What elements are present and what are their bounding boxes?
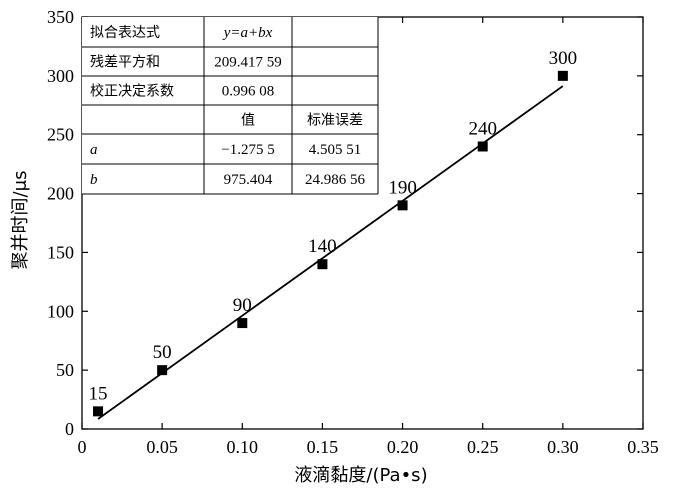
y-tick-label: 350 [47, 7, 74, 27]
fit-table-cell: 975.404 [224, 172, 273, 188]
data-label: 15 [89, 383, 108, 404]
x-tick-label: 0.10 [227, 437, 259, 457]
data-label: 190 [388, 177, 417, 198]
fit-table-cell: 拟合表达式 [90, 25, 160, 41]
data-label: 140 [308, 236, 337, 257]
y-tick-label: 0 [65, 419, 74, 439]
data-points [93, 70, 568, 417]
fit-table-cell: y=a+bx [222, 25, 273, 41]
x-tick-label: 0.35 [627, 437, 659, 457]
data-point [397, 200, 408, 211]
data-labels: 15 50 90 140 190 240 300 [89, 48, 578, 404]
fit-table-cell: 209.417 59 [214, 55, 282, 71]
x-tick-label: 0 [78, 437, 87, 457]
tick-labels: 0 0.05 0.10 0.15 0.20 0.25 0.30 0.35 0 50 100 150 20… [47, 7, 659, 457]
data-point [477, 141, 488, 152]
x-tick-label: 0.15 [307, 437, 339, 457]
data-point [93, 406, 104, 417]
fit-table-cell: 0.996 08 [222, 84, 275, 100]
data-label: 90 [233, 295, 252, 316]
y-tick-label: 200 [47, 184, 74, 204]
x-tick-label: 0.20 [387, 437, 419, 457]
y-tick-label: 250 [47, 125, 74, 145]
x-tick-label: 0.30 [547, 437, 579, 457]
data-point [317, 259, 328, 270]
y-axis-title: 聚并时间/μs [10, 171, 31, 270]
fit-table-cell: −1.275 5 [221, 142, 274, 158]
y-tick-label: 150 [47, 242, 74, 262]
data-label: 300 [549, 48, 578, 69]
y-tick-label: 100 [47, 301, 74, 321]
data-label: 50 [153, 342, 172, 363]
y-tick-label: 300 [47, 66, 74, 86]
fit-table-cell: 24.986 56 [305, 172, 366, 188]
data-label: 240 [468, 118, 497, 139]
fit-table: 拟合表达式 y=a+bx 残差平方和 209.417 59 校正决定系数 0.996 08… [82, 17, 379, 195]
x-tick-label: 0.25 [467, 437, 499, 457]
x-axis-title: 液滴黏度/(Pa•s) [294, 465, 427, 486]
fit-table-cell: 残差平方和 [90, 55, 160, 71]
fit-table-cell: 标准误差 [307, 113, 363, 129]
y-tick-label: 50 [56, 360, 74, 380]
fit-table-cell: a [90, 142, 98, 158]
x-tick-label: 0.05 [146, 437, 178, 457]
fit-table-cell: 4.505 51 [309, 142, 362, 158]
fit-table-cell: 值 [241, 113, 255, 129]
fit-table-cell: b [90, 172, 98, 188]
data-point [557, 70, 568, 81]
data-point [237, 318, 248, 329]
data-point [157, 365, 168, 376]
fit-table-cell: 校正决定系数 [90, 83, 174, 100]
